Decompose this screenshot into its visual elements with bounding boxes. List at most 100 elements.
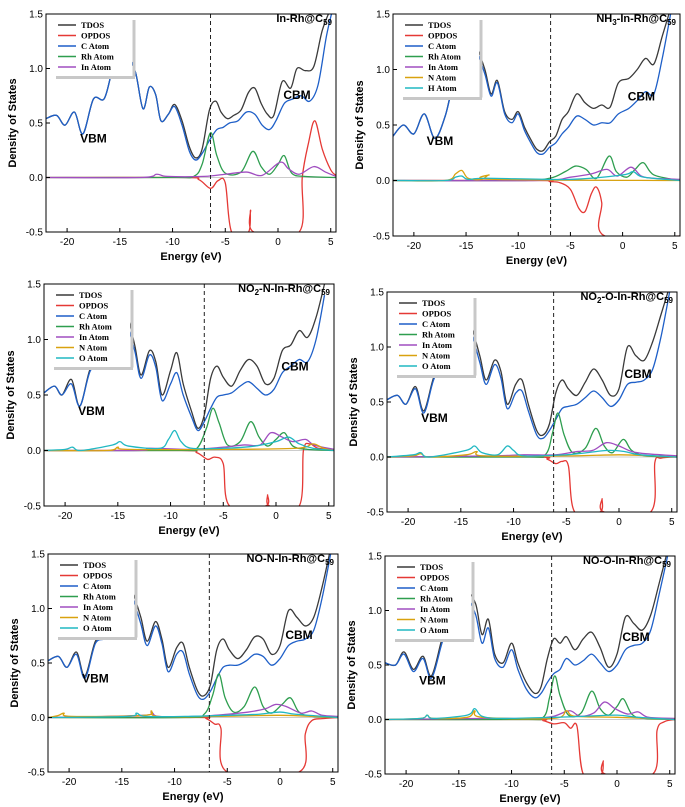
x-axis-label: Energy (eV) xyxy=(501,531,562,543)
series-line-in-atom xyxy=(46,161,336,179)
title-rest: -O-In-Rh@C xyxy=(601,291,664,303)
series-line-rh-atom xyxy=(46,132,336,179)
series-line-opdos xyxy=(385,718,675,774)
y-tick-label: -0.5 xyxy=(373,232,391,243)
legend-entry-label: C Atom xyxy=(79,311,107,321)
legend-entry-label: O Atom xyxy=(83,623,112,633)
cbm-annotation: CBM xyxy=(285,628,312,642)
vbm-annotation: VBM xyxy=(421,411,448,425)
x-tick-label: -10 xyxy=(167,777,182,788)
title-subscript: 2 xyxy=(597,296,602,305)
legend-entry-label: TDOS xyxy=(428,20,451,30)
y-tick-label: 1.0 xyxy=(29,64,43,75)
series-line-o-atom xyxy=(48,711,338,719)
x-tick-label: -5 xyxy=(566,241,575,252)
x-tick-label: 5 xyxy=(667,779,673,790)
x-axis-label: Energy (eV) xyxy=(162,791,223,803)
panel-title: NO-O-In-Rh@C59 xyxy=(583,555,672,569)
y-tick-label: -0.5 xyxy=(28,768,46,779)
series-line-c-atom xyxy=(46,14,333,161)
series-line-n-atom xyxy=(48,710,338,719)
legend-entry-label: O Atom xyxy=(79,353,108,363)
x-tick-label: 5 xyxy=(328,237,334,248)
legend-entry-label: C Atom xyxy=(428,41,456,51)
title-main: NO xyxy=(238,283,255,295)
title-main: NH xyxy=(596,13,612,25)
x-tick-label: -20 xyxy=(62,777,77,788)
cbm-annotation: CBM xyxy=(283,88,310,102)
y-tick-label: 1.0 xyxy=(368,606,382,617)
series-line-opdos xyxy=(48,716,338,772)
legend-entry-label: N Atom xyxy=(83,613,111,623)
x-tick-label: -20 xyxy=(60,237,75,248)
legend-entry-label: TDOS xyxy=(79,290,102,300)
legend-entry-label: TDOS xyxy=(81,20,104,30)
title-rest: -In-Rh@C xyxy=(617,13,667,25)
y-tick-label: 1.5 xyxy=(29,10,43,21)
legend-entry-label: In Atom xyxy=(79,332,109,342)
x-axis-label: Energy (eV) xyxy=(158,525,219,537)
title-subscript: 59 xyxy=(662,560,671,569)
legend-entry-label: Rh Atom xyxy=(83,592,116,602)
x-tick-label: 5 xyxy=(326,511,332,522)
y-tick-label: -0.5 xyxy=(26,228,44,239)
y-tick-label: 0.0 xyxy=(368,715,382,726)
legend-entry-label: C Atom xyxy=(83,581,111,591)
y-tick-label: 1.5 xyxy=(27,280,41,291)
legend-entry-label: N Atom xyxy=(79,343,107,353)
legend-entry-label: OPDOS xyxy=(81,31,111,41)
series-line-h-atom xyxy=(393,170,680,182)
panel-title: NH3-In-Rh@C59 xyxy=(596,13,676,27)
title-main: NO-N-In-Rh@C xyxy=(247,553,326,565)
title-main: NO-O-In-Rh@C xyxy=(583,555,662,567)
y-tick-label: 1.0 xyxy=(370,343,384,354)
x-tick-label: 0 xyxy=(273,511,279,522)
x-tick-label: -10 xyxy=(511,241,526,252)
x-tick-label: 0 xyxy=(277,777,283,788)
plot-series-group xyxy=(46,14,336,232)
title-main: In-Rh@C xyxy=(276,13,323,25)
legend-box xyxy=(393,560,471,640)
legend-entry-label: H Atom xyxy=(428,83,457,93)
dos-panel-1: -20 -15 -10 -5 0 5 -0.5 0.0 0.5 1.0 1.5 Energy (eV)… xyxy=(7,10,337,263)
dos-panel-5: -20 -15 -10 -5 0 5 -0.5 0.0 0.5 1.0 1.5 Energy (eV)… xyxy=(9,550,339,803)
legend-entry-label: Rh Atom xyxy=(79,322,112,332)
legend-entry-label: O Atom xyxy=(420,625,449,635)
x-tick-label: -20 xyxy=(58,511,73,522)
legend-entry-label: TDOS xyxy=(422,298,445,308)
title-subscript: 59 xyxy=(323,18,332,27)
title-main: NO xyxy=(580,291,597,303)
legend-entry-label: N Atom xyxy=(428,73,456,83)
series-line-rh-atom xyxy=(48,673,338,719)
legend-entry-label: C Atom xyxy=(420,583,448,593)
y-axis-label: Density of States xyxy=(9,618,21,707)
y-axis-label: Density of States xyxy=(354,80,366,169)
title-subscript-2: 59 xyxy=(667,18,676,27)
y-tick-label: 0.5 xyxy=(370,398,384,409)
cbm-annotation: CBM xyxy=(624,367,651,381)
title-subscript: 59 xyxy=(325,558,334,567)
title-subscript: 2 xyxy=(255,288,260,297)
y-tick-label: 1.0 xyxy=(376,65,390,76)
x-axis-label: Energy (eV) xyxy=(160,251,221,263)
y-axis-label: Density of States xyxy=(5,350,17,439)
x-tick-label: -10 xyxy=(163,511,178,522)
legend-box xyxy=(52,288,130,368)
x-tick-label: -5 xyxy=(221,237,230,248)
legend-box xyxy=(56,558,134,638)
x-tick-label: 5 xyxy=(672,241,678,252)
y-tick-label: 0.0 xyxy=(376,176,390,187)
dos-panel-4: -20 -15 -10 -5 0 5 -0.5 0.0 0.5 1.0 1.5 Energy (eV)… xyxy=(348,288,678,543)
vbm-annotation: VBM xyxy=(78,404,105,418)
series-line-c-atom xyxy=(385,556,669,699)
x-tick-label: -15 xyxy=(459,241,474,252)
y-tick-label: 0.5 xyxy=(27,391,41,402)
series-line-rh-atom xyxy=(393,155,680,182)
cbm-annotation: CBM xyxy=(281,360,308,374)
series-line-n-atom xyxy=(387,450,677,458)
legend-entry-label: TDOS xyxy=(420,562,443,572)
vbm-annotation: VBM xyxy=(427,134,454,148)
x-tick-label: -5 xyxy=(562,517,571,528)
